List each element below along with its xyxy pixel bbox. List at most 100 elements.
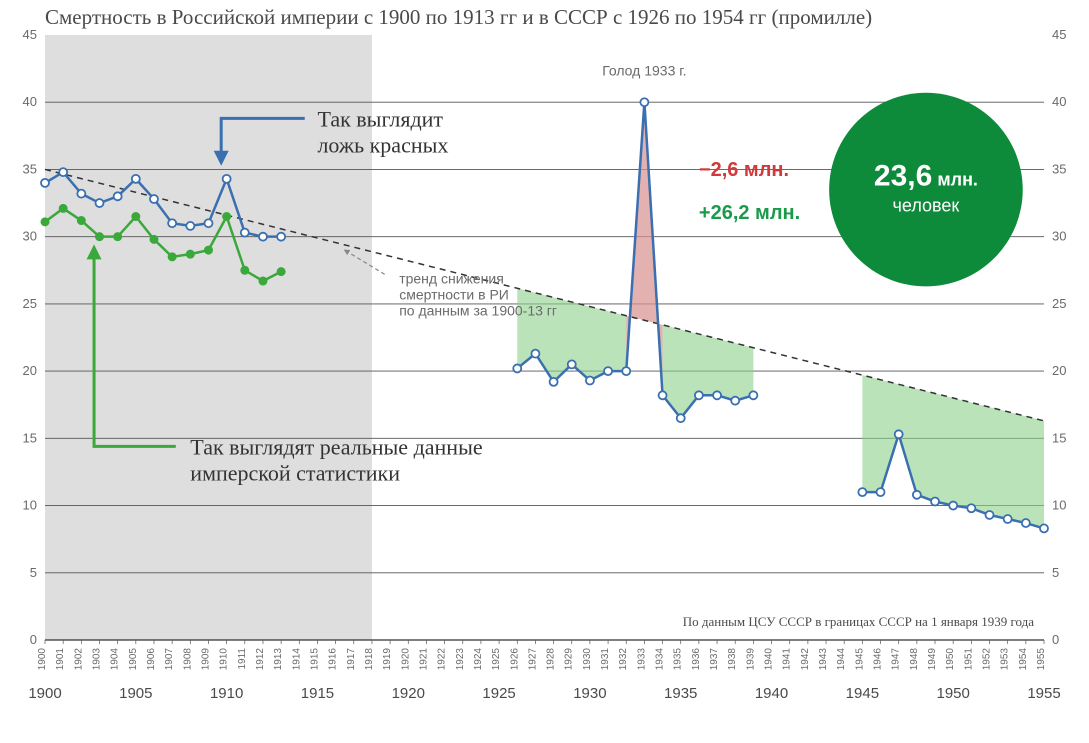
series-blue-marker [114,192,122,200]
y-tick-right: 45 [1052,27,1066,42]
series-blue-marker [531,350,539,358]
trend-label: смертности в РИ [399,287,509,303]
x-minor-label: 1921 [418,648,429,671]
chart-source: По данным ЦСУ СССР в границах СССР на 1 … [683,614,1034,629]
x-minor-label: 1954 [1018,648,1029,671]
series-green-marker [59,204,67,212]
series-green-marker [186,250,194,258]
x-minor-label: 1926 [509,648,520,671]
y-tick-right: 10 [1052,498,1066,513]
series-blue-marker [150,195,158,203]
y-tick-right: 5 [1052,565,1059,580]
x-minor-label: 1949 [927,648,938,671]
x-minor-label: 1919 [382,648,393,671]
y-tick-left: 20 [23,363,37,378]
series-blue-marker [731,397,739,405]
x-major-label: 1905 [119,685,152,702]
x-minor-label: 1955 [1036,648,1047,671]
x-major-label: 1900 [28,685,61,702]
callout-green-text: Так выглядят реальные данные [190,434,482,459]
series-blue-marker [95,199,103,207]
x-minor-label: 1918 [364,648,375,671]
delta-surplus: +26,2 млн. [699,202,800,224]
x-major-label: 1940 [755,685,788,702]
x-minor-label: 1925 [491,648,502,671]
x-minor-label: 1938 [727,648,738,671]
series-blue-marker [241,229,249,237]
y-tick-left: 15 [23,430,37,445]
series-blue-marker [277,233,285,241]
series-blue-marker [877,488,885,496]
y-tick-right: 15 [1052,430,1066,445]
y-tick-left: 45 [23,27,37,42]
y-tick-left: 25 [23,296,37,311]
chart-title: Смертность в Российской империи с 1900 п… [45,5,872,29]
x-major-label: 1925 [482,685,515,702]
x-major-label: 1935 [664,685,697,702]
x-minor-label: 1941 [782,648,793,671]
x-minor-label: 1929 [564,648,575,671]
x-minor-label: 1903 [91,648,102,671]
x-minor-label: 1910 [219,648,230,671]
x-minor-label: 1939 [745,648,756,671]
y-tick-right: 20 [1052,363,1066,378]
series-green-marker [150,235,158,243]
x-major-label: 1910 [210,685,243,702]
x-minor-label: 1934 [655,648,666,671]
series-green-marker [259,277,267,285]
series-blue-marker [186,222,194,230]
series-blue-marker [132,175,140,183]
series-blue-marker [695,391,703,399]
x-minor-label: 1902 [73,648,84,671]
y-tick-left: 10 [23,498,37,513]
series-blue-marker [550,378,558,386]
x-minor-label: 1913 [273,648,284,671]
chart-container: 0055101015152020252530303535404045451900… [0,0,1089,743]
series-blue-marker [1040,524,1048,532]
x-minor-label: 1943 [818,648,829,671]
x-minor-label: 1905 [128,648,139,671]
delta-deficit: −2,6 млн. [699,159,789,181]
x-minor-label: 1937 [709,648,720,671]
series-green-marker [95,233,103,241]
series-green-marker [41,218,49,226]
y-tick-left: 5 [30,565,37,580]
x-minor-label: 1953 [1000,648,1011,671]
series-blue-marker [749,391,757,399]
callout-blue-text: ложь красных [317,132,448,157]
series-blue-marker [677,414,685,422]
x-minor-label: 1931 [600,648,611,671]
y-tick-left: 0 [30,632,37,647]
series-blue-marker [568,360,576,368]
series-blue-marker [967,504,975,512]
x-minor-label: 1907 [164,648,175,671]
series-blue-marker [622,367,630,375]
x-major-label: 1950 [936,685,969,702]
series-blue-marker [59,168,67,176]
series-blue-marker [659,391,667,399]
chart-svg: 0055101015152020252530303535404045451900… [0,0,1089,743]
x-minor-label: 1928 [546,648,557,671]
x-minor-label: 1906 [146,648,157,671]
series-blue-marker [77,190,85,198]
series-blue-marker [713,391,721,399]
series-green-marker [277,268,285,276]
x-minor-label: 1911 [237,648,248,670]
x-minor-label: 1927 [527,648,538,671]
series-blue-marker [41,179,49,187]
y-tick-right: 25 [1052,296,1066,311]
series-green-marker [114,233,122,241]
series-blue-marker [604,367,612,375]
y-tick-right: 0 [1052,632,1059,647]
series-green-marker [132,213,140,221]
x-minor-label: 1908 [182,648,193,671]
x-minor-label: 1900 [37,648,48,671]
x-major-label: 1930 [573,685,606,702]
x-major-label: 1955 [1027,685,1060,702]
series-blue-marker [168,219,176,227]
x-minor-label: 1923 [455,648,466,671]
series-blue-marker [986,511,994,519]
badge-sub: человек [893,196,960,216]
x-minor-label: 1916 [328,648,339,671]
y-tick-right: 40 [1052,94,1066,109]
